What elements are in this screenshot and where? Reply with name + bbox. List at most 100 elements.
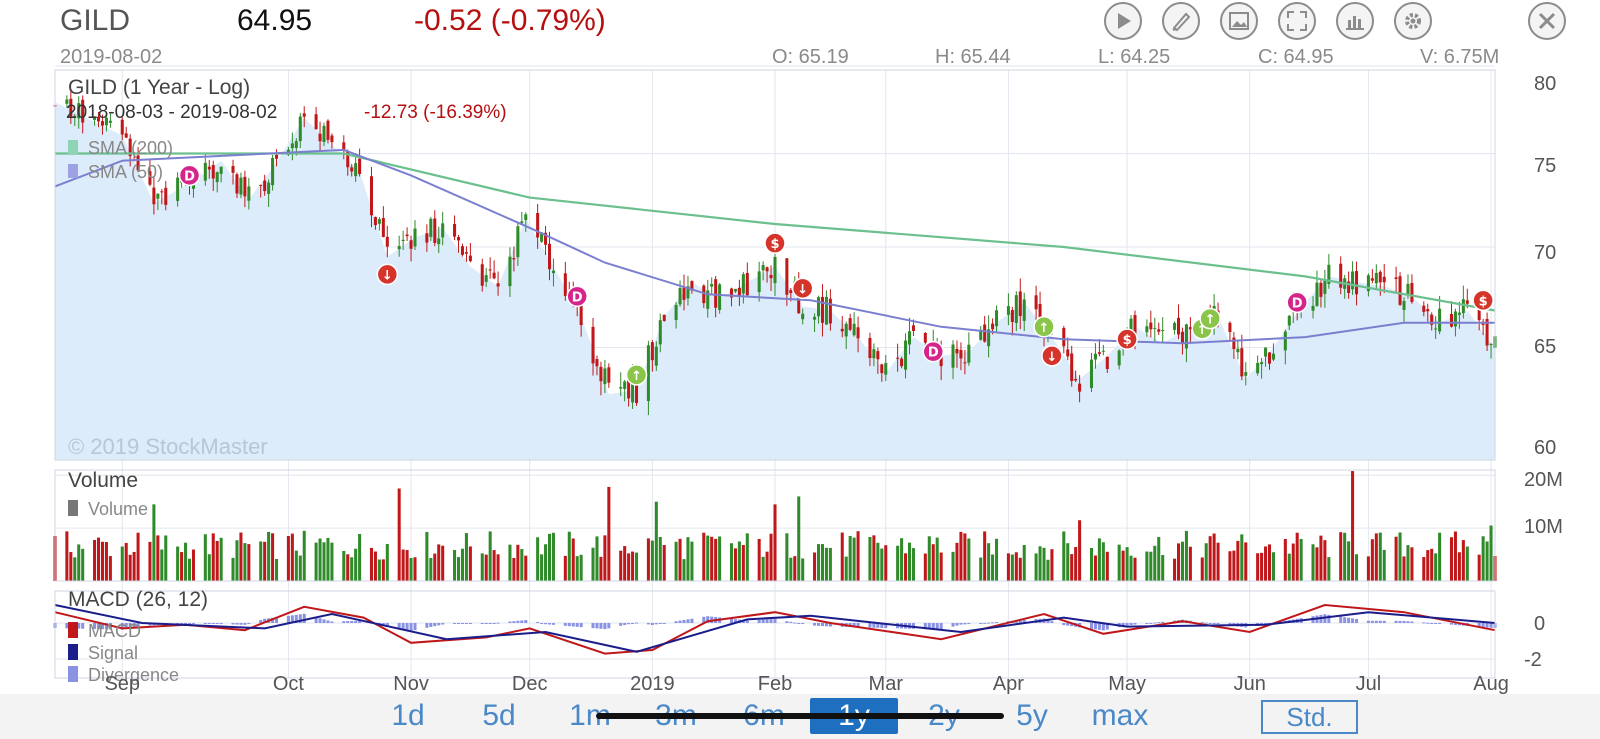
candle-body xyxy=(464,252,468,254)
draw-pen-icon[interactable] xyxy=(1162,2,1200,40)
volume-bar xyxy=(437,544,441,581)
candle-body xyxy=(302,113,306,117)
divergence-bar xyxy=(231,623,235,625)
range-5y-button[interactable]: 5y xyxy=(1016,699,1048,732)
range-max-button[interactable]: max xyxy=(1091,699,1149,732)
volume-bar xyxy=(824,547,828,581)
candle-body xyxy=(373,217,377,226)
candle-body xyxy=(401,239,405,242)
divergence-bar xyxy=(789,621,793,623)
std-scale-button[interactable]: Std. xyxy=(1261,700,1358,734)
candle-body xyxy=(686,286,690,299)
volume-bar xyxy=(1097,538,1101,581)
candle-body xyxy=(1260,362,1264,365)
candle-body xyxy=(1351,271,1355,290)
volume-bar xyxy=(1093,555,1097,581)
divergence-bar xyxy=(286,615,290,623)
volume-bar xyxy=(460,548,464,581)
candle-body xyxy=(263,180,267,192)
event-marker-dividend xyxy=(178,164,201,187)
gear-icon[interactable] xyxy=(1394,2,1432,40)
candle-body xyxy=(733,288,737,292)
volume-bar xyxy=(544,544,548,581)
volume-bar xyxy=(737,541,741,581)
candle-body xyxy=(603,368,607,385)
divergence-bar xyxy=(1046,619,1050,623)
sma200-line xyxy=(55,152,1496,312)
divergence-bar xyxy=(1485,623,1489,628)
sma200-legend-label: SMA (200) xyxy=(88,138,173,158)
candle-body xyxy=(381,218,385,237)
volume-bar xyxy=(757,538,761,581)
close-icon[interactable] xyxy=(1528,2,1566,40)
volume-bar xyxy=(180,552,184,581)
candle-body xyxy=(1161,330,1165,332)
low-value: L: 64.25 xyxy=(1098,46,1171,68)
volume-bar xyxy=(512,557,516,581)
volume-bar xyxy=(164,535,168,581)
candle-body xyxy=(243,176,247,197)
volume-bar xyxy=(1105,551,1109,581)
range-1d-button[interactable]: 1d xyxy=(391,699,425,732)
volume-bar xyxy=(880,548,884,581)
divergence-bar xyxy=(96,623,101,630)
volume-bar xyxy=(579,554,583,581)
candle-body xyxy=(441,223,445,238)
volume-bar xyxy=(441,545,445,581)
volume-bar xyxy=(951,551,955,581)
candle-body xyxy=(737,287,741,297)
event-marker-split xyxy=(1116,328,1138,350)
macd-title: MACD (26, 12) xyxy=(68,588,208,611)
chart-type-icon[interactable] xyxy=(1336,2,1374,40)
divergence-legend-label: Divergence xyxy=(88,665,179,685)
divergence-bar xyxy=(322,619,326,623)
candle-body xyxy=(108,120,112,123)
volume-bar xyxy=(745,533,749,581)
divergence-bar xyxy=(128,623,132,629)
candle-body xyxy=(551,270,555,274)
candle-body xyxy=(413,228,417,247)
candle-body xyxy=(856,327,860,339)
candle-body xyxy=(785,258,789,295)
volume-bar xyxy=(884,545,888,581)
volume-bar xyxy=(1176,543,1181,581)
volume-bar xyxy=(1157,537,1161,581)
divergence-bar xyxy=(876,623,880,628)
divergence-bar xyxy=(678,620,682,623)
high-value: H: 65.44 xyxy=(935,46,1011,68)
divergence-bar xyxy=(967,623,971,625)
candle-body xyxy=(654,346,658,366)
divergence-bar xyxy=(464,623,468,624)
volume-bar xyxy=(967,538,971,581)
candle-body xyxy=(884,363,888,375)
divergence-bar xyxy=(1374,620,1378,623)
image-icon[interactable] xyxy=(1220,2,1258,40)
volume-bar xyxy=(358,533,362,581)
candle-body xyxy=(405,234,409,237)
volume-bar xyxy=(1188,546,1192,581)
macd-pane-border xyxy=(54,590,1496,679)
divergence-bar xyxy=(1133,623,1137,625)
candle-body xyxy=(1093,353,1097,360)
candle-body xyxy=(816,297,821,317)
volume-bar xyxy=(93,539,97,581)
volume-bar xyxy=(654,501,658,581)
divergence-bar xyxy=(658,623,662,624)
volume-bar xyxy=(1299,539,1303,581)
range-5d-button[interactable]: 5d xyxy=(482,699,516,732)
fullscreen-icon[interactable] xyxy=(1278,2,1316,40)
divergence-bar xyxy=(1149,622,1153,624)
volume-bar xyxy=(852,537,856,581)
volume-bar xyxy=(271,533,275,581)
divergence-bar xyxy=(263,618,267,623)
volume-bar xyxy=(1018,557,1022,581)
volume-bar xyxy=(425,531,429,581)
volume-bar xyxy=(844,556,848,581)
volume-bar xyxy=(682,559,686,581)
chart-area[interactable]: D↓D↑$↓D↑↓$↑↑D $ GILD (1 Year - Log) 2018-… xyxy=(0,0,1600,694)
play-icon[interactable] xyxy=(1104,2,1142,40)
volume-bar xyxy=(1125,547,1129,581)
volume-bar xyxy=(816,544,821,581)
divergence-bar xyxy=(983,622,987,624)
divergence-bar xyxy=(828,623,832,627)
